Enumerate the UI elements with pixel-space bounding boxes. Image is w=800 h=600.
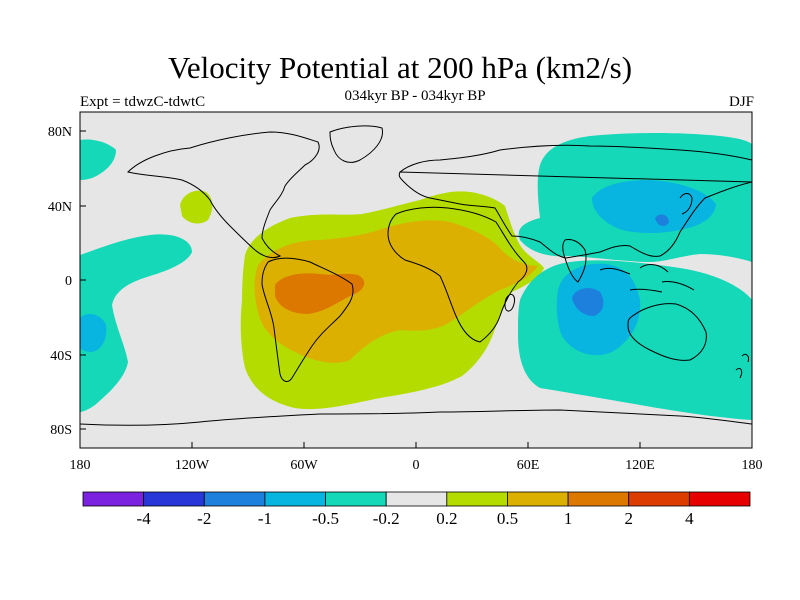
coast-madagascar — [504, 293, 515, 312]
lon-label-120e: 120E — [625, 458, 655, 473]
contour-negative-weak-arctic — [80, 139, 116, 180]
coastlines — [80, 125, 752, 426]
coast-new-zealand — [735, 353, 749, 379]
coast-europe-asia — [398, 144, 752, 259]
coast-africa — [387, 206, 528, 343]
lat-axis: 80N 40N 0 40S 80S — [48, 125, 86, 438]
experiment-label: Expt = tdwzC-tdwtC — [80, 94, 206, 110]
colorbar-swatch — [82, 491, 145, 507]
coast-australia — [627, 303, 707, 361]
contour-negative-strong-pacific — [655, 214, 669, 227]
lon-label-120w: 120W — [175, 458, 210, 473]
map-title: Velocity Potential at 200 hPa (km2/s) — [167, 50, 633, 85]
contour-positive-weak-na — [180, 190, 213, 224]
coast-antarctica — [80, 409, 752, 426]
contour-positive-strong — [275, 273, 365, 314]
lon-label-60w: 60W — [290, 458, 318, 473]
coast-maritime-continent — [599, 264, 695, 293]
contour-negative-weak-pacific — [80, 234, 192, 412]
lat-label-40n: 40N — [48, 200, 72, 215]
colorbar-swatch — [264, 491, 326, 507]
colorbar-label: 1 — [564, 509, 573, 528]
season-label: DJF — [728, 94, 754, 110]
colorbar-label: 0.2 — [436, 509, 457, 528]
colorbar-label: -0.2 — [373, 509, 400, 528]
colorbar-swatch — [446, 491, 508, 507]
coast-south-america — [261, 257, 354, 382]
lon-label-0: 0 — [413, 458, 420, 473]
colorbar-swatch — [688, 491, 751, 507]
colorbar-swatch — [385, 491, 448, 507]
colorbar-swatch — [628, 491, 690, 507]
colorbar-label: -4 — [137, 509, 152, 528]
lat-label-80s: 80S — [50, 423, 72, 438]
colorbar-swatch — [507, 491, 569, 507]
contour-positive-moderate — [254, 220, 539, 363]
colorbar-label: 4 — [685, 509, 694, 528]
colorbar-swatch — [143, 491, 205, 507]
lat-label-0: 0 — [65, 274, 72, 289]
colorbar-swatch — [325, 491, 387, 507]
contour-negative-moderate-pacific — [80, 314, 107, 352]
coast-greenland — [329, 125, 383, 163]
colorbar-label: -0.5 — [312, 509, 339, 528]
colorbar-label: 2 — [624, 509, 633, 528]
lon-axis: 180 120W 60W 0 60E 120E 180 — [70, 442, 763, 473]
contour-negative-strong-indian — [572, 288, 604, 316]
colorbar-swatch — [203, 491, 266, 507]
coast-north-america — [127, 131, 320, 259]
colorbar-label: -2 — [197, 509, 211, 528]
coast-india — [562, 239, 587, 283]
colorbar-label: -1 — [258, 509, 272, 528]
coast-japan — [679, 193, 693, 215]
lon-label-180w: 180 — [70, 458, 91, 473]
lat-label-40s: 40S — [50, 349, 72, 364]
lon-label-180e: 180 — [742, 458, 763, 473]
map-panel — [80, 112, 752, 448]
lon-label-60e: 60E — [517, 458, 540, 473]
colorbar-label: 0.5 — [497, 509, 518, 528]
lat-label-80n: 80N — [48, 125, 72, 140]
period-label: 034kyr BP - 034kyr BP — [344, 88, 486, 104]
colorbar: -4 -2 -1 -0.5 -0.2 0.2 0.5 1 2 4 — [82, 491, 751, 528]
colorbar-swatch — [567, 491, 630, 507]
